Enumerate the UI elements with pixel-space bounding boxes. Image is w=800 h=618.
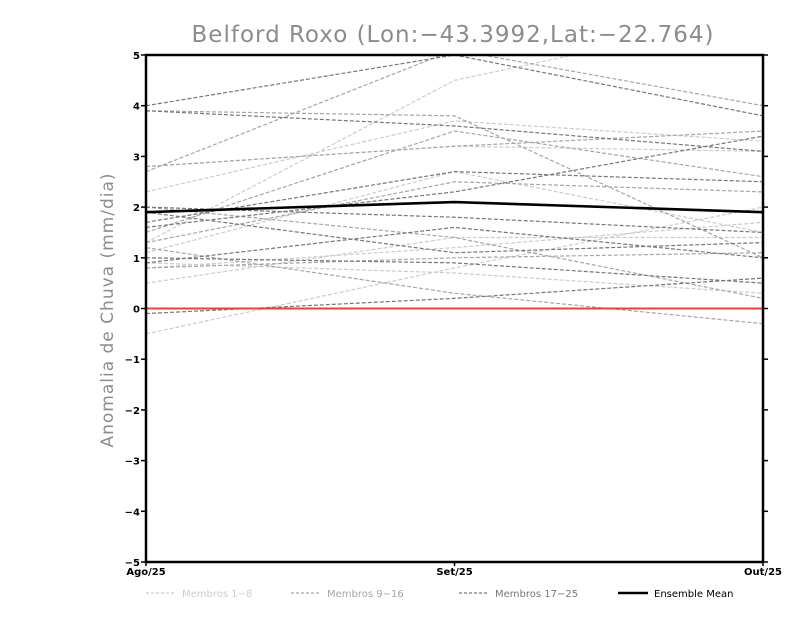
y-tick-label: −1 <box>125 355 140 366</box>
ensemble-mean-line <box>146 200 763 214</box>
y-tick-label: −2 <box>125 406 140 417</box>
member-line-group3-4 <box>146 171 763 223</box>
member-line-group2-4 <box>146 206 763 299</box>
y-tick-label: −4 <box>125 507 140 518</box>
y-axis-label: Anomalia de Chuva (mm/dia) <box>98 172 118 447</box>
member-line-group3-6 <box>146 211 763 254</box>
y-tick-label: −5 <box>125 558 140 569</box>
y-tick-label: 4 <box>133 102 140 113</box>
y-tick-label: 2 <box>133 203 140 214</box>
member-line-group3-9 <box>146 226 763 264</box>
legend-label: Membros 9−16 <box>327 589 404 600</box>
x-tick-label: Ago/25 <box>126 567 165 578</box>
member-line-group1-5 <box>146 262 763 294</box>
member-line-group2-5 <box>146 247 763 325</box>
axes: −5 −4 −3 −2 −1 0 1 2 3 4 5 Ago/25 Set/25 Out/25 <box>125 51 782 578</box>
member-line-group1-4 <box>146 236 763 284</box>
member-line-group1-1 <box>146 206 763 335</box>
plot-area <box>146 55 763 335</box>
series-lines <box>146 55 763 335</box>
legend-label: Membros 1−8 <box>182 589 252 600</box>
member-line-group3-5 <box>146 135 763 228</box>
member-line-group3-7 <box>146 257 763 284</box>
legend: Membros 1−8 Membros 9−16 Membros 17−25 Ense… <box>146 589 733 600</box>
member-line-group3-3 <box>146 206 763 234</box>
member-line-group2-6 <box>146 181 763 244</box>
member-line-group2-3 <box>146 130 763 234</box>
member-line-group2-1 <box>146 55 763 173</box>
legend-label: Membros 17−25 <box>495 589 578 600</box>
member-line-group2-7 <box>146 252 763 269</box>
member-line-group1-3 <box>146 120 763 193</box>
member-line-group3-2 <box>146 110 763 152</box>
chart-title: Belford Roxo (Lon:−43.3992,Lat:−22.764) <box>192 22 715 48</box>
member-line-group2-2 <box>146 130 763 168</box>
y-tick-label: 5 <box>133 51 140 62</box>
x-tick-label: Set/25 <box>436 567 472 578</box>
y-tick-label: 0 <box>133 305 140 316</box>
y-tick-label: 1 <box>133 254 140 265</box>
member-line-group3-1 <box>146 55 763 117</box>
member-line-group1-2 <box>146 55 577 244</box>
legend-label: Ensemble Mean <box>654 589 733 600</box>
y-tick-label: −3 <box>125 457 140 468</box>
y-tick-label: 3 <box>133 152 140 163</box>
x-tick-label: Out/25 <box>744 567 782 578</box>
member-line-group2-8 <box>146 110 763 259</box>
member-line-group1-8 <box>146 221 763 269</box>
